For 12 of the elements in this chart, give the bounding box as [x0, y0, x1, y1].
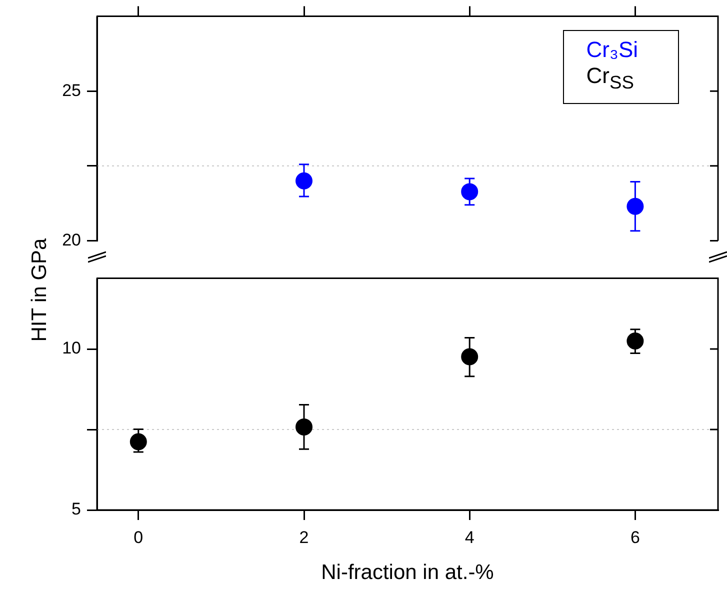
y-tick-label: 25: [62, 80, 81, 100]
text: Cr₃Si: [586, 37, 638, 63]
y-tick-label: 20: [62, 230, 81, 250]
y-axis-title: HIT in GPa: [28, 238, 52, 342]
y-tick-label: 10: [62, 338, 81, 358]
y-tick-label: 5: [72, 500, 81, 519]
x-tick-label: 4: [464, 528, 474, 547]
x-axis-title: Ni-fraction in at.-%: [321, 561, 494, 584]
text: Cr$_{SS}$: [586, 63, 634, 92]
x-tick-label: 2: [299, 528, 309, 547]
x-tick-label: 6: [630, 528, 640, 547]
x-tick-label: 0: [134, 528, 144, 547]
